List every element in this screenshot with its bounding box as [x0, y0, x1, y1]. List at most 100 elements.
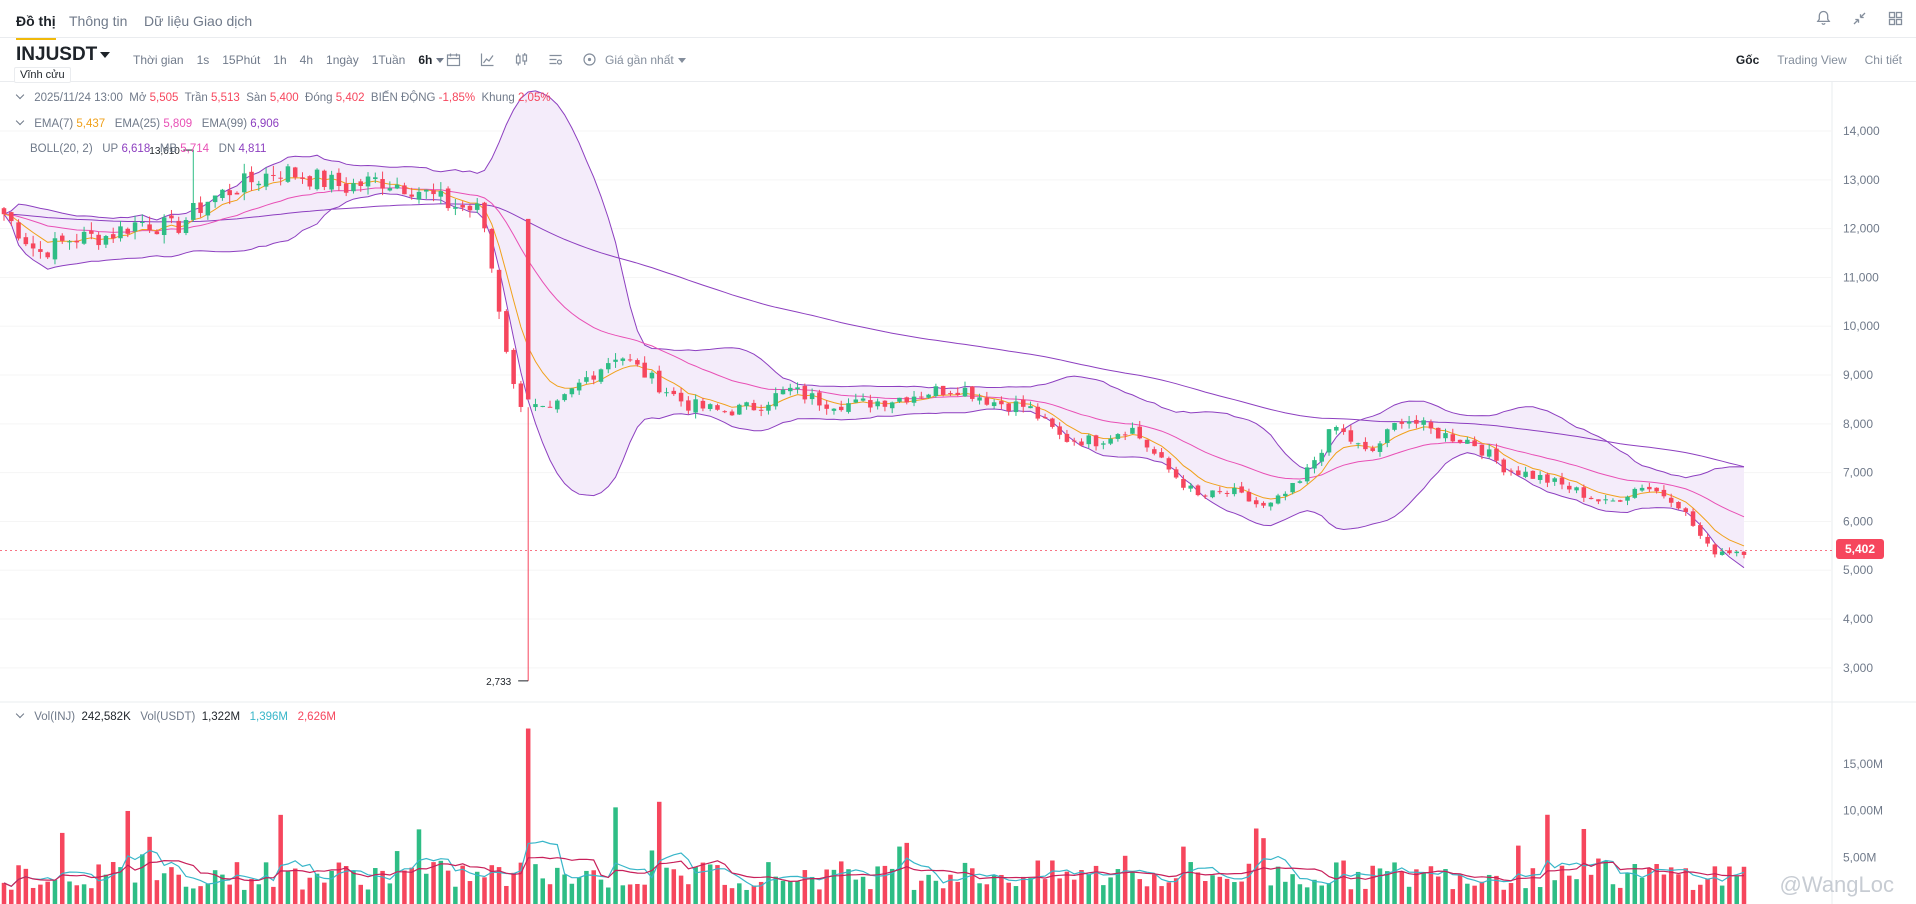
candle-body	[802, 385, 808, 400]
volume-bar	[1355, 871, 1361, 904]
candle-body	[1370, 448, 1375, 451]
volume-bar	[1035, 860, 1041, 904]
candle-body	[1632, 488, 1638, 498]
volume-bar	[1348, 889, 1354, 904]
volume-bar	[1406, 886, 1412, 904]
target-icon[interactable]	[580, 50, 598, 68]
volume-bar	[766, 862, 771, 904]
candle-body	[1239, 486, 1244, 493]
chevron-down-icon[interactable]	[15, 709, 25, 719]
candle-body	[1661, 489, 1667, 497]
grid-icon[interactable]	[1886, 9, 1904, 27]
chevron-down-icon[interactable]	[100, 52, 110, 58]
candle-body	[635, 360, 640, 365]
volume-bar	[897, 846, 902, 904]
candle-body	[911, 396, 917, 403]
volume-bar	[394, 851, 400, 904]
symbol-selector[interactable]: INJUSDT	[16, 44, 98, 65]
view-depth[interactable]: Chi tiết	[1864, 53, 1902, 67]
price-axis-label: 10,000	[1843, 319, 1880, 333]
volume-bar	[533, 864, 538, 904]
volume-bar	[1283, 881, 1288, 904]
volume-bar	[1275, 866, 1281, 904]
candle-body	[838, 406, 844, 411]
interval-4h[interactable]: 4h	[299, 53, 314, 67]
collapse-icon[interactable]	[1850, 9, 1868, 27]
price-type-selector[interactable]: Giá gần nhất	[605, 53, 686, 67]
interval-1h[interactable]: 1h	[273, 53, 287, 67]
interval-1s[interactable]: 1s	[196, 53, 210, 67]
volume-bar	[322, 882, 327, 904]
volume-bar	[343, 866, 349, 904]
settings-list-icon[interactable]	[546, 50, 564, 68]
volume-bar	[1552, 880, 1557, 904]
volume-bar	[336, 862, 342, 904]
interval-selector: Thời gian 1s 15Phút 1h 4h 1ngày 1Tuần 6h	[133, 53, 445, 67]
bell-icon[interactable]	[1814, 9, 1832, 27]
tab-trading-data[interactable]: Dữ liệu Giao dịch	[144, 13, 253, 29]
candle-body	[125, 228, 131, 234]
tab-chart[interactable]: Đồ thị	[16, 13, 56, 40]
tab-info[interactable]: Thông tin	[69, 13, 128, 29]
volume-bar	[249, 878, 254, 904]
candle-body	[30, 243, 36, 249]
ema25-label: EMA(25)	[114, 118, 161, 130]
candle-body	[511, 349, 516, 385]
volume-bar	[1152, 874, 1157, 904]
volume-bar	[1501, 889, 1507, 904]
candle-body	[933, 386, 939, 397]
candle-body	[1297, 481, 1303, 483]
volume-bar	[154, 880, 160, 904]
volume-bar	[1224, 878, 1230, 904]
volume-bar	[271, 886, 276, 904]
low-marker-label: 2,733	[486, 677, 511, 688]
candle-body	[118, 226, 123, 239]
volume-bar	[1050, 860, 1055, 904]
candle-body	[1166, 458, 1172, 470]
volume-bar	[1712, 866, 1718, 904]
candle-body	[329, 174, 334, 190]
view-tradingview[interactable]: Trading View	[1777, 53, 1847, 67]
volume-bar	[795, 881, 800, 904]
calendar-icon[interactable]	[444, 50, 462, 68]
candle-body	[1232, 487, 1237, 495]
volume-bar	[1727, 866, 1732, 904]
candle-body	[795, 387, 800, 390]
interval-1d[interactable]: 1ngày	[326, 53, 359, 67]
candle-body	[882, 400, 888, 407]
candle-body	[1006, 403, 1011, 412]
interval-15m[interactable]: 15Phút	[222, 53, 261, 67]
interval-1w[interactable]: 1Tuần	[371, 53, 406, 67]
candle-body	[889, 402, 895, 409]
volume-axis-label: 15,00M	[1843, 757, 1883, 771]
interval-6h[interactable]: 6h	[418, 53, 445, 67]
candle-body	[525, 218, 531, 400]
candle-type-icon[interactable]	[512, 50, 530, 68]
ohlc-date: 2025/11/24 13:00	[34, 92, 123, 104]
candle-body	[620, 358, 626, 361]
candle-body	[1020, 399, 1026, 407]
candle-body	[868, 400, 873, 408]
price-axis-label: 6,000	[1843, 514, 1873, 528]
candle-body	[606, 363, 611, 370]
candle-body	[380, 179, 385, 189]
volume-bar	[758, 881, 764, 904]
volume-bar	[307, 877, 313, 904]
candle-body	[278, 177, 283, 179]
volume-bar	[620, 885, 626, 904]
volume-bar	[1057, 878, 1062, 904]
price-chart[interactable]: 14,000 13,000 12,000 11,000 10,000 9,000 8,000…	[0, 82, 1916, 904]
candle-body	[1494, 448, 1499, 461]
candle-body	[766, 404, 771, 411]
chevron-down-icon[interactable]	[15, 90, 25, 100]
candle-body	[656, 370, 662, 393]
volume-bar	[1428, 866, 1434, 904]
view-tabs: Gốc Trading View Chi tiết	[1736, 53, 1902, 67]
candle-body	[1654, 487, 1659, 492]
view-original[interactable]: Gốc	[1735, 53, 1760, 67]
candle-body	[1647, 486, 1652, 490]
volume-bar	[1639, 877, 1645, 904]
candle-body	[438, 191, 444, 197]
chevron-down-icon[interactable]	[15, 116, 25, 126]
indicator-icon[interactable]	[478, 50, 496, 68]
